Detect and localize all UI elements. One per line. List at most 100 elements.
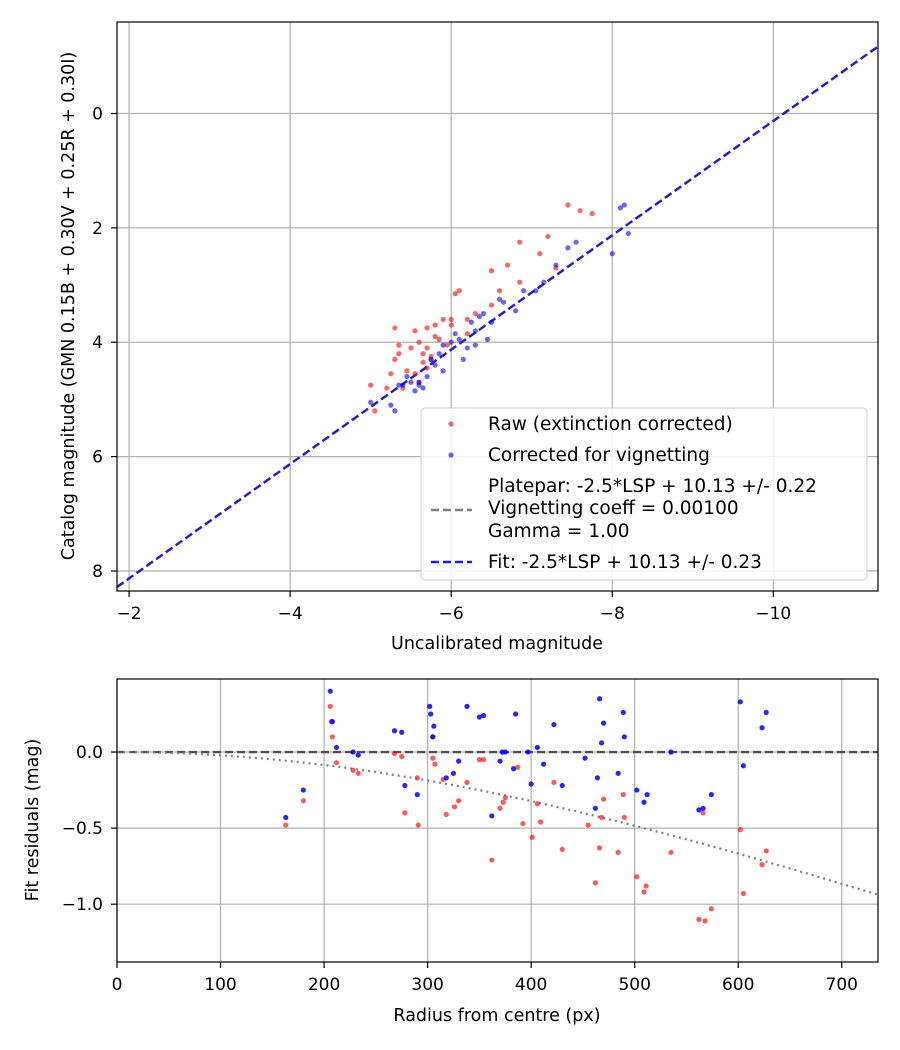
raw-point	[448, 316, 454, 322]
corrected-residual-point	[402, 782, 408, 789]
raw-point	[404, 368, 410, 374]
corrected-point	[484, 336, 491, 342]
raw-point	[388, 371, 394, 377]
raw-residual-point	[520, 820, 526, 827]
corrected-residual-point	[300, 787, 306, 793]
raw-point	[416, 339, 422, 345]
corrected-residual-point	[540, 761, 547, 767]
raw-residual-point	[592, 880, 598, 886]
corrected-point	[432, 362, 438, 368]
raw-point	[396, 342, 402, 348]
corrected-point	[513, 308, 519, 314]
raw-residual-point	[300, 798, 306, 804]
raw-residual-point	[355, 770, 361, 776]
corrected-residual-point	[696, 807, 702, 813]
top-x-axis-label: Uncalibrated magnitude	[391, 634, 603, 654]
raw-point	[392, 356, 398, 362]
corrected-point	[440, 368, 446, 374]
corrected-point	[440, 342, 446, 348]
corrected-point	[617, 205, 623, 211]
corrected-residual-point	[644, 792, 650, 798]
corrected-point	[436, 351, 442, 357]
raw-point	[412, 371, 418, 377]
raw-residual-point	[502, 795, 508, 801]
bottom-y-tick-label: 0.0	[76, 743, 103, 763]
raw-point	[420, 351, 426, 357]
legend-fit-label: Fit: -2.5*LSP + 10.13 +/- 0.23	[488, 552, 762, 573]
top-y-tick-label: 4	[92, 333, 103, 353]
top-y-tick-label: 8	[92, 562, 103, 582]
raw-point	[420, 359, 426, 365]
corrected-residual-point	[333, 744, 340, 751]
bottom-data-points	[283, 688, 769, 924]
raw-point	[432, 322, 438, 328]
raw-residual-point	[668, 849, 674, 856]
raw-residual-point	[327, 703, 333, 709]
corrected-residual-point	[430, 734, 436, 740]
corrected-residual-point	[350, 749, 356, 755]
corrected-point	[428, 356, 434, 362]
corrected-residual-point	[601, 720, 607, 726]
raw-point	[488, 302, 495, 308]
corrected-point	[533, 288, 539, 294]
raw-point	[436, 336, 442, 342]
top-x-tick-label: −4	[278, 604, 303, 624]
corrected-residual-point	[634, 787, 640, 793]
raw-residual-point	[585, 822, 591, 828]
bottom-x-tick-label: 400	[515, 975, 547, 995]
raw-point	[496, 288, 503, 294]
raw-residual-point	[430, 755, 436, 761]
corrected-point	[472, 342, 478, 348]
raw-point	[488, 268, 495, 274]
corrected-residual-point	[450, 770, 457, 776]
corrected-point	[521, 288, 527, 294]
raw-residual-point	[708, 906, 714, 912]
legend-platepar-line-2: Vignetting coeff = 0.00100	[488, 498, 739, 519]
legend-raw-label: Raw (extinction corrected)	[488, 414, 733, 435]
raw-point	[472, 311, 478, 317]
corrected-residual-point	[641, 799, 647, 805]
corrected-residual-point	[476, 714, 482, 720]
raw-residual-point	[534, 801, 540, 807]
bottom-x-ticks: 0 100 200 300 400 500 600 700	[112, 962, 858, 995]
corrected-residual-point	[414, 792, 420, 798]
bottom-x-tick-label: 0	[112, 975, 123, 995]
corrected-point	[396, 382, 402, 388]
raw-residual-point	[559, 846, 565, 853]
top-y-tick-label: 2	[92, 219, 103, 239]
legend-corrected-marker	[448, 452, 454, 458]
corrected-residual-point	[391, 728, 398, 734]
corrected-residual-point	[443, 775, 449, 781]
legend-corrected-label: Corrected for vignetting	[488, 445, 710, 466]
raw-residual-point	[537, 819, 544, 825]
corrected-residual-point	[513, 711, 519, 717]
bottom-x-axis-label: Radius from centre (px)	[393, 1006, 600, 1026]
corrected-point	[565, 245, 571, 251]
raw-residual-point	[740, 890, 747, 897]
corrected-residual-point	[399, 729, 405, 735]
bottom-axes-frame	[116, 678, 879, 963]
raw-residual-point	[500, 799, 506, 805]
raw-residual-point	[700, 810, 706, 816]
raw-residual-point	[598, 814, 605, 821]
raw-residual-point	[601, 796, 607, 802]
legend-box	[420, 407, 868, 581]
raw-point	[517, 239, 523, 245]
corrected-point	[625, 230, 631, 237]
top-axes-frame	[116, 21, 879, 592]
corrected-point	[448, 339, 454, 345]
corrected-point	[553, 262, 559, 268]
corrected-point	[392, 408, 398, 414]
raw-residual-point	[443, 811, 449, 818]
raw-residual-point	[414, 775, 420, 781]
raw-point	[589, 210, 595, 217]
corrected-point	[609, 251, 615, 257]
corrected-point	[412, 388, 418, 394]
bottom-x-tick-label: 100	[204, 975, 236, 995]
corrected-point	[488, 319, 495, 325]
bottom-x-tick-label: 500	[618, 975, 650, 995]
raw-residual-point	[763, 848, 769, 854]
raw-residual-point	[402, 810, 408, 816]
corrected-residual-point	[763, 709, 769, 716]
